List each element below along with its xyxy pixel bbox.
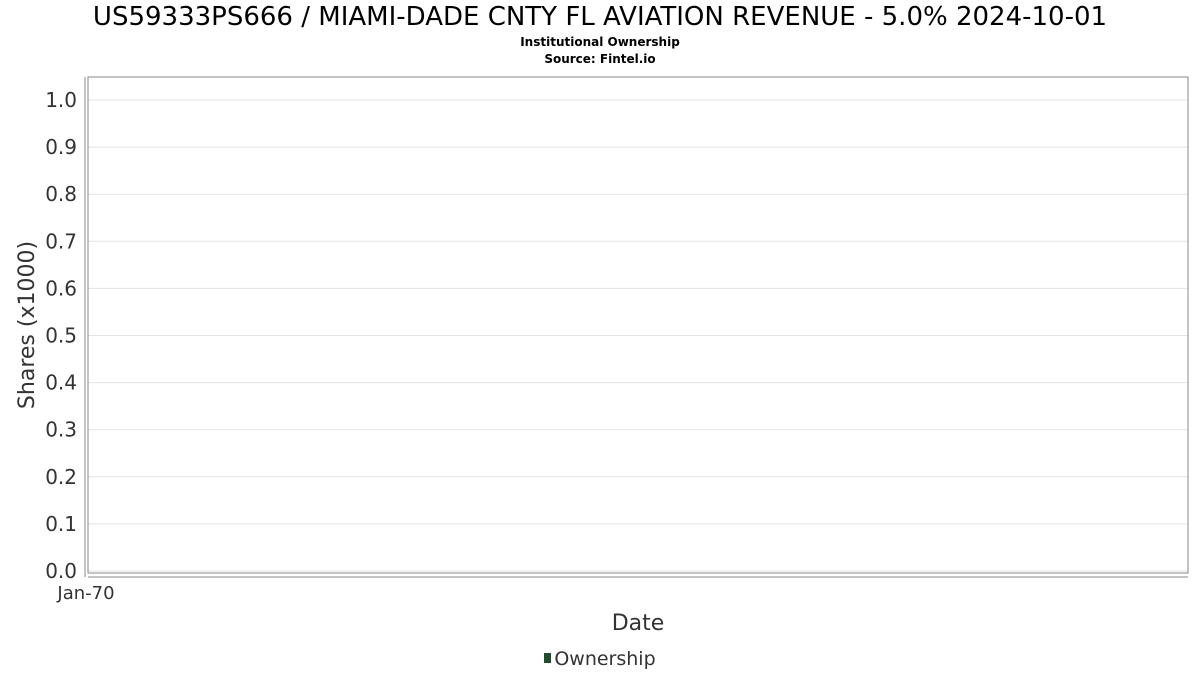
chart-source: Source: Fintel.io	[544, 52, 656, 66]
x-axis-label: Date	[612, 611, 665, 636]
y-tick-label: 0.9	[45, 135, 77, 159]
x-tick-label: Jan-70	[56, 583, 114, 604]
y-tick-label: 1.0	[45, 88, 77, 112]
plot-area	[88, 77, 1188, 573]
y-tick-label: 0.0	[45, 559, 77, 583]
y-tick-label: 0.4	[45, 371, 77, 395]
y-tick-label: 0.6	[45, 276, 77, 300]
chart-subtitle: Institutional Ownership	[520, 35, 680, 49]
chart-title: US59333PS666 / MIAMI-DADE CNTY FL AVIATI…	[92, 2, 1108, 32]
y-tick-label: 0.7	[45, 229, 77, 253]
legend-label-ownership: Ownership	[554, 648, 656, 670]
y-tick-label: 0.2	[45, 465, 77, 489]
y-tick-label: 0.1	[45, 512, 77, 536]
y-tick-label: 0.8	[45, 182, 77, 206]
legend-swatch-ownership	[544, 653, 552, 663]
y-tick-label: 0.5	[45, 324, 77, 348]
plot-frame	[87, 76, 1189, 574]
legend: Ownership	[0, 648, 1200, 670]
y-axis-label: Shares (x1000)	[15, 241, 40, 409]
y-tick-label: 0.3	[45, 418, 77, 442]
